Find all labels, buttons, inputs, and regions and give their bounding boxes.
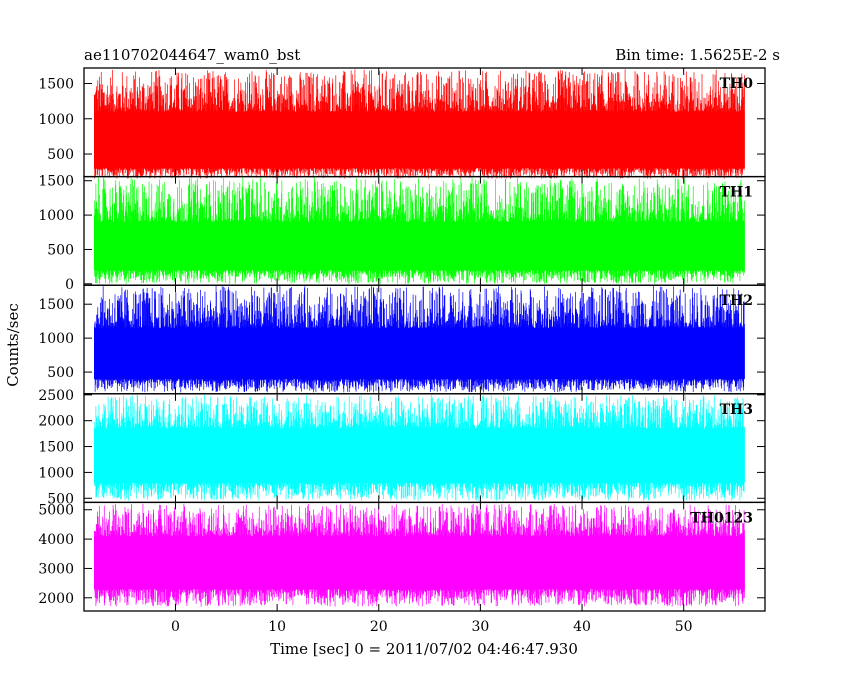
- panel-label: TH0123: [690, 510, 753, 526]
- y-tick-label: 1000: [38, 112, 74, 128]
- panel-label: TH2: [720, 293, 753, 309]
- panel-label: TH1: [720, 185, 753, 201]
- x-tick-label: 10: [268, 619, 286, 635]
- panel-th0123: 2000 3000 4000 5000 TH0123: [38, 501, 766, 612]
- x-tick-label: 0: [171, 619, 180, 635]
- panel-th0: 500 1000 1500 TH0: [38, 67, 766, 179]
- series-line-th3: [94, 394, 745, 501]
- y-tick-label: 500: [47, 147, 74, 163]
- series-line-th0123: [94, 503, 745, 607]
- panel-label: TH0: [720, 76, 754, 92]
- y-tick-label: 2500: [38, 388, 74, 404]
- y-tick-label: 3000: [38, 561, 74, 577]
- series-line-th2: [94, 285, 745, 393]
- y-tick-label: 1500: [38, 77, 74, 93]
- y-tick-label: 5000: [38, 503, 74, 519]
- chart-title: ae110702044647_wam0_bst: [84, 46, 300, 64]
- x-tick-label: 30: [471, 619, 489, 635]
- y-tick-label: 1000: [38, 331, 74, 347]
- panel-th2: 500 1000 1500 TH2: [38, 284, 766, 395]
- x-axis-label: Time [sec] 0 = 2011/07/02 04:46:47.930: [270, 640, 578, 658]
- panels-group: 500 1000 1500 TH0 0 500 1000 1500 TH1 500 1000 1500…: [38, 67, 766, 612]
- y-tick-label: 1000: [38, 208, 74, 224]
- y-tick-label: 1000: [38, 465, 74, 481]
- x-tick-label: 20: [370, 619, 388, 635]
- y-tick-label: 0: [65, 277, 74, 293]
- panel-label: TH3: [720, 402, 753, 418]
- y-tick-label: 2000: [38, 591, 74, 607]
- series-line-th1: [94, 177, 745, 284]
- x-tick-label: 50: [675, 619, 693, 635]
- panel-th1: 0 500 1000 1500 TH1: [38, 174, 766, 293]
- y-tick-label: 1500: [38, 297, 74, 313]
- y-tick-label: 1500: [38, 174, 74, 190]
- series-line-th0: [94, 69, 745, 179]
- y-axis-label: Counts/sec: [4, 303, 22, 387]
- panel-frame: [83, 501, 766, 612]
- chart-subtitle: Bin time: 1.5625E-2 s: [615, 46, 780, 64]
- y-tick-label: 500: [47, 365, 74, 381]
- y-tick-label: 4000: [38, 532, 74, 548]
- x-tick-label: 40: [573, 619, 591, 635]
- y-tick-label: 500: [47, 242, 74, 258]
- y-tick-label: 1500: [38, 440, 74, 456]
- panel-th3: 500 1000 1500 2000 2500 TH3: [38, 388, 766, 507]
- x-axis: 0 10 20 30 40 50: [171, 619, 693, 635]
- y-tick-label: 500: [47, 491, 74, 507]
- y-tick-label: 2000: [38, 414, 74, 430]
